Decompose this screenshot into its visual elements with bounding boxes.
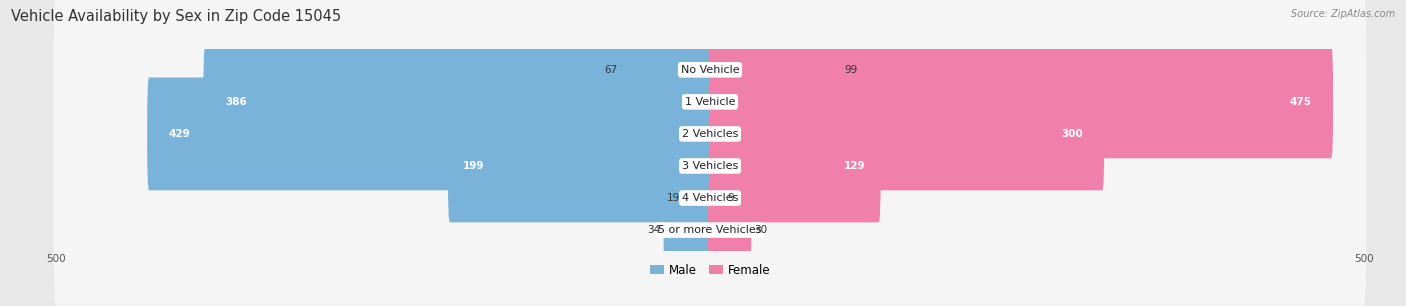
Text: No Vehicle: No Vehicle — [681, 65, 740, 75]
FancyBboxPatch shape — [53, 90, 1367, 242]
FancyBboxPatch shape — [204, 45, 711, 158]
FancyBboxPatch shape — [53, 58, 1367, 210]
Text: 4 Vehicles: 4 Vehicles — [682, 193, 738, 203]
Text: Vehicle Availability by Sex in Zip Code 15045: Vehicle Availability by Sex in Zip Code … — [11, 9, 342, 24]
Text: Source: ZipAtlas.com: Source: ZipAtlas.com — [1291, 9, 1395, 19]
FancyBboxPatch shape — [53, 122, 1367, 274]
FancyBboxPatch shape — [709, 110, 880, 222]
Text: 30: 30 — [755, 225, 768, 235]
Text: 5 or more Vehicles: 5 or more Vehicles — [658, 225, 762, 235]
Text: 34: 34 — [647, 225, 661, 235]
FancyBboxPatch shape — [683, 142, 711, 255]
FancyBboxPatch shape — [53, 26, 1367, 177]
Text: 129: 129 — [844, 161, 866, 171]
FancyBboxPatch shape — [709, 174, 751, 286]
Text: 386: 386 — [225, 97, 246, 107]
Text: 199: 199 — [463, 161, 485, 171]
FancyBboxPatch shape — [53, 155, 1367, 306]
FancyBboxPatch shape — [449, 110, 711, 222]
FancyBboxPatch shape — [709, 45, 1333, 158]
FancyBboxPatch shape — [709, 77, 1104, 190]
FancyBboxPatch shape — [53, 0, 1367, 145]
Text: 3 Vehicles: 3 Vehicles — [682, 161, 738, 171]
Text: 19: 19 — [666, 193, 681, 203]
Text: 9: 9 — [727, 193, 734, 203]
Text: 2 Vehicles: 2 Vehicles — [682, 129, 738, 139]
FancyBboxPatch shape — [620, 13, 711, 126]
FancyBboxPatch shape — [709, 13, 841, 126]
Text: 300: 300 — [1062, 129, 1083, 139]
Text: 475: 475 — [1289, 97, 1312, 107]
FancyBboxPatch shape — [148, 77, 711, 190]
Text: 67: 67 — [605, 65, 617, 75]
FancyBboxPatch shape — [664, 174, 711, 286]
Text: 1 Vehicle: 1 Vehicle — [685, 97, 735, 107]
Text: 99: 99 — [845, 65, 858, 75]
Text: 429: 429 — [169, 129, 190, 139]
FancyBboxPatch shape — [709, 142, 724, 255]
Legend: Male, Female: Male, Female — [645, 259, 775, 282]
